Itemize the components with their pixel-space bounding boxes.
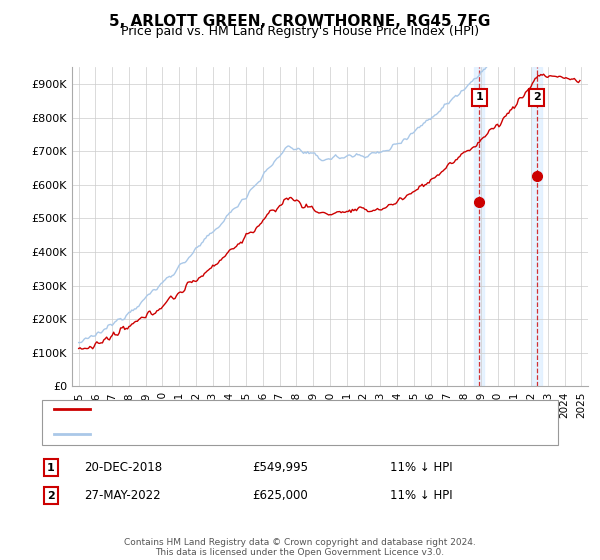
Text: 11% ↓ HPI: 11% ↓ HPI [390, 489, 452, 502]
Text: 11% ↓ HPI: 11% ↓ HPI [390, 461, 452, 474]
Text: HPI: Average price, detached house, Bracknell Forest: HPI: Average price, detached house, Brac… [96, 429, 392, 439]
Text: 5, ARLOTT GREEN, CROWTHORNE, RG45 7FG (detached house): 5, ARLOTT GREEN, CROWTHORNE, RG45 7FG (d… [96, 404, 450, 414]
Text: £549,995: £549,995 [252, 461, 308, 474]
Text: 1: 1 [47, 463, 55, 473]
Text: 20-DEC-2018: 20-DEC-2018 [84, 461, 162, 474]
Text: 2: 2 [47, 491, 55, 501]
Text: Contains HM Land Registry data © Crown copyright and database right 2024.
This d: Contains HM Land Registry data © Crown c… [124, 538, 476, 557]
Text: 1: 1 [476, 92, 483, 102]
Text: 5, ARLOTT GREEN, CROWTHORNE, RG45 7FG: 5, ARLOTT GREEN, CROWTHORNE, RG45 7FG [109, 14, 491, 29]
Text: Price paid vs. HM Land Registry's House Price Index (HPI): Price paid vs. HM Land Registry's House … [121, 25, 479, 38]
Text: 2: 2 [533, 92, 541, 102]
Bar [532, 67, 542, 386]
Bar [475, 67, 484, 386]
Text: 27-MAY-2022: 27-MAY-2022 [84, 489, 161, 502]
Text: £625,000: £625,000 [252, 489, 308, 502]
